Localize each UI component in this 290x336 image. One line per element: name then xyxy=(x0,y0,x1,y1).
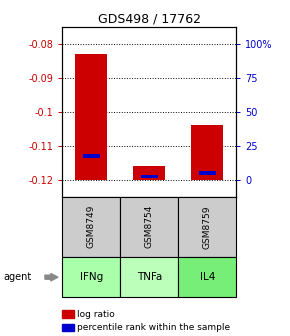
Text: GSM8754: GSM8754 xyxy=(145,205,154,249)
Text: IL4: IL4 xyxy=(200,272,215,282)
Bar xyxy=(191,125,223,179)
Bar xyxy=(75,54,107,179)
Bar xyxy=(133,166,165,179)
Bar xyxy=(141,174,158,178)
Bar xyxy=(199,171,216,174)
Text: GSM8759: GSM8759 xyxy=(203,205,212,249)
Text: TNFa: TNFa xyxy=(137,272,162,282)
Text: agent: agent xyxy=(3,272,31,282)
Text: IFNg: IFNg xyxy=(80,272,103,282)
Text: GSM8749: GSM8749 xyxy=(87,205,96,249)
Text: log ratio: log ratio xyxy=(77,310,115,319)
Bar xyxy=(83,154,100,158)
Title: GDS498 / 17762: GDS498 / 17762 xyxy=(98,13,201,26)
Text: percentile rank within the sample: percentile rank within the sample xyxy=(77,323,230,332)
